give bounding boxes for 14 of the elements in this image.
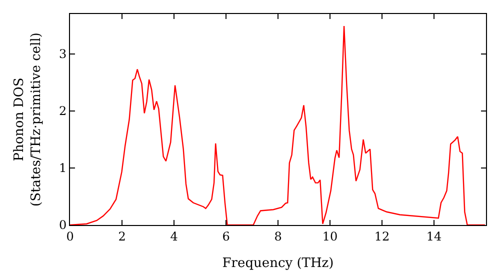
- x-tick-label: 12: [374, 229, 390, 244]
- y-tick-label: 1: [58, 161, 67, 176]
- x-tick-label: 10: [322, 229, 338, 244]
- y-tick-label: 3: [58, 47, 67, 62]
- y-tick-label: 0: [58, 218, 67, 232]
- x-tick-label: 8: [274, 229, 282, 244]
- y-axis-title: Phonon DOS (States/THz·primitive cell): [12, 32, 44, 207]
- x-axis-title: Frequency (THz): [222, 256, 334, 271]
- x-tick-label: 6: [222, 229, 230, 244]
- x-tick-label: 4: [170, 229, 178, 244]
- x-tick-label: 2: [118, 229, 126, 244]
- y-tick-label: 2: [58, 104, 67, 118]
- x-tick-label: 14: [426, 229, 442, 244]
- line-series: [70, 25, 486, 225]
